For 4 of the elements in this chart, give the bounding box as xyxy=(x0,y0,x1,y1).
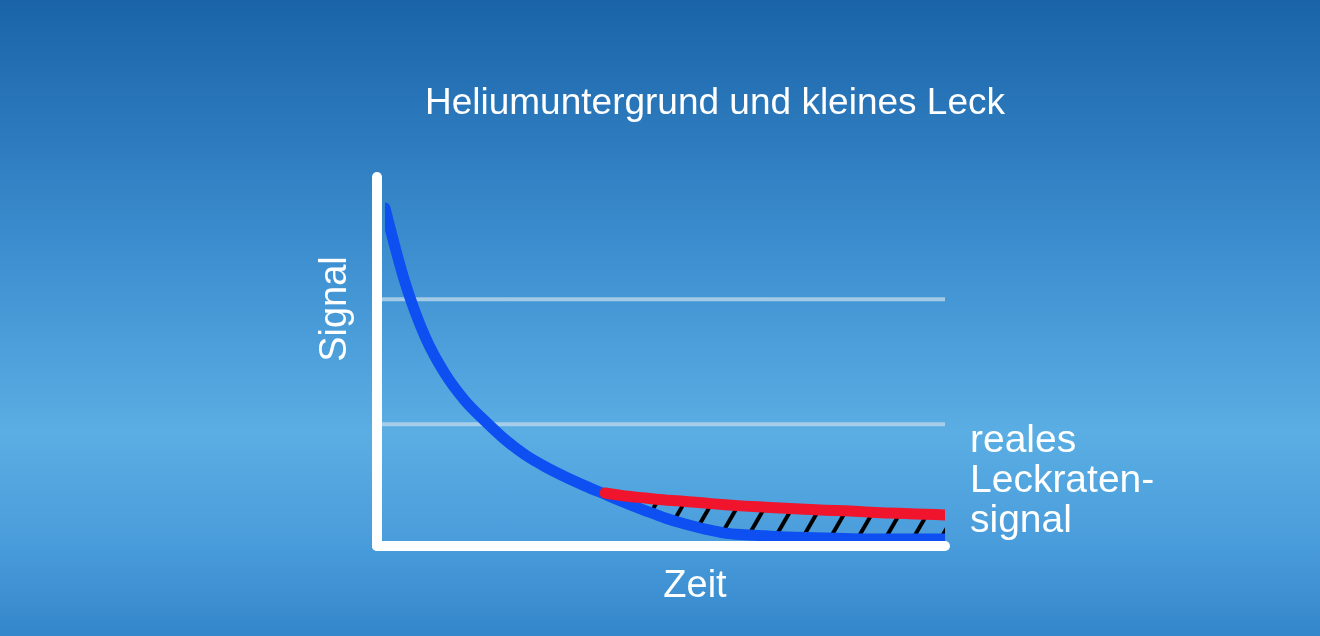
y-axis-title: Signal xyxy=(312,255,354,364)
series-label: reales Leckraten-signal xyxy=(970,416,1156,540)
chart-title: Heliumuntergrund und kleines Leck xyxy=(424,81,1006,122)
x-axis-title: Zeit xyxy=(662,563,728,605)
